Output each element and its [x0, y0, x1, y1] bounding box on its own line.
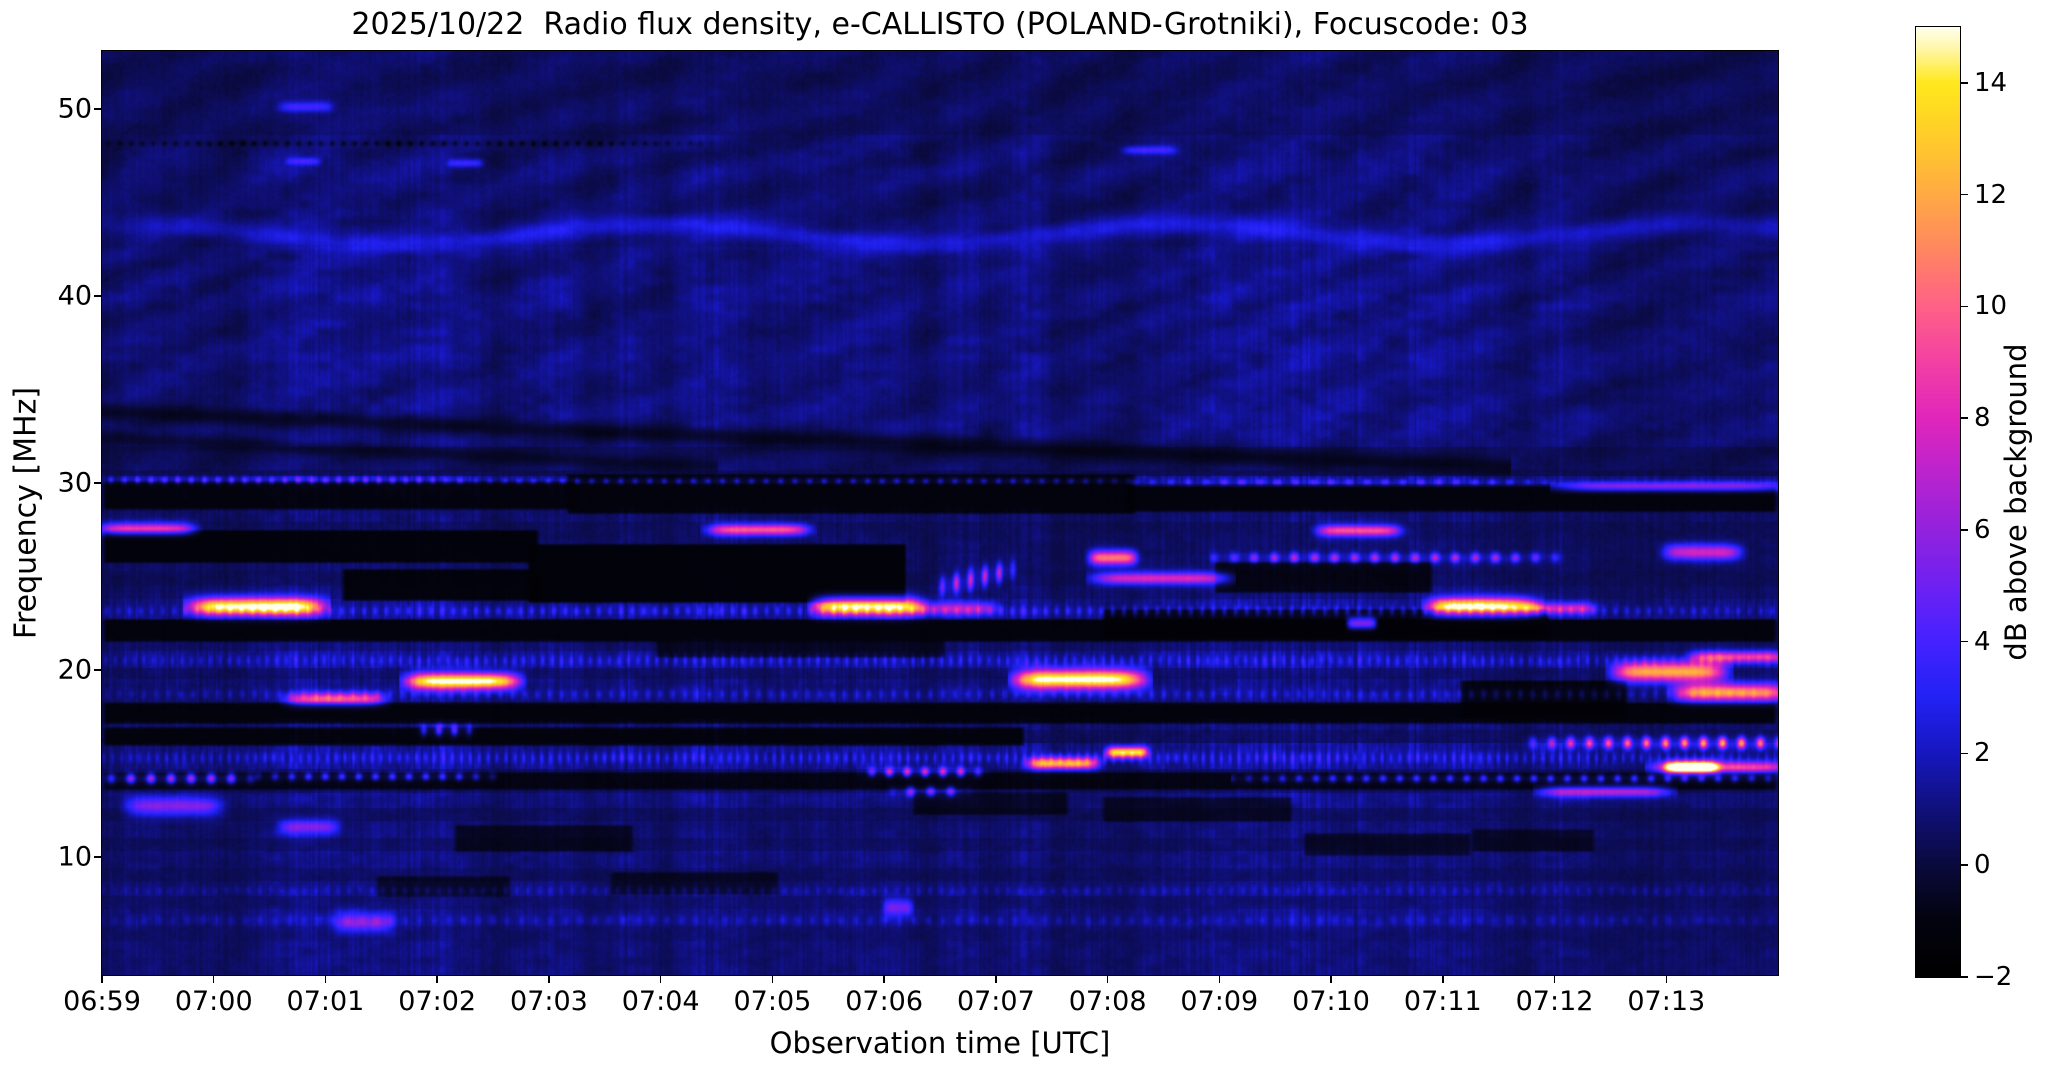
colorbar-tick-label: 2	[1974, 738, 1991, 769]
colorbar-tick-mark	[1961, 305, 1968, 308]
spectrogram-plot	[101, 50, 1779, 976]
x-tick-mark	[324, 975, 327, 983]
x-axis-label: Observation time [UTC]	[769, 1026, 1111, 1060]
x-tick-label: 07:02	[398, 986, 477, 1017]
x-tick-label: 07:06	[845, 986, 924, 1017]
x-tick-label: 07:10	[1292, 986, 1370, 1017]
colorbar-tick-label: 0	[1974, 850, 1991, 881]
colorbar-tick-label: 8	[1974, 403, 1991, 434]
x-tick-mark	[436, 975, 438, 983]
colorbar-tick-mark	[1961, 417, 1968, 419]
x-tick-label: 07:03	[510, 986, 588, 1017]
x-tick-mark	[101, 975, 103, 983]
x-tick-label: 07:05	[733, 986, 812, 1017]
colorbar	[1915, 26, 1961, 978]
colorbar-tick-mark	[1961, 82, 1968, 84]
y-tick-label: 30	[57, 467, 92, 499]
y-tick-mark	[94, 482, 102, 484]
y-tick-mark	[94, 295, 102, 297]
spectrogram-canvas	[102, 51, 1778, 975]
colorbar-tick-label: 6	[1974, 514, 1991, 545]
x-tick-label: 07:01	[286, 986, 365, 1017]
y-tick-label: 40	[57, 280, 92, 312]
y-tick-label: 10	[57, 841, 92, 873]
x-tick-label: 07:04	[621, 986, 700, 1017]
x-tick-mark	[548, 975, 550, 983]
colorbar-canvas	[1916, 27, 1960, 977]
colorbar-tick-label: −2	[1974, 962, 2013, 992]
colorbar-tick-label: 4	[1974, 626, 1991, 657]
y-tick-label: 50	[57, 93, 92, 125]
x-tick-mark	[995, 975, 997, 983]
colorbar-tick-mark	[1961, 193, 1968, 196]
x-tick-mark	[883, 975, 885, 983]
colorbar-tick-mark	[1961, 976, 1968, 978]
chart-title: 2025/10/22 Radio flux density, e-CALLIST…	[351, 7, 1529, 42]
x-tick-label: 06:59	[63, 986, 141, 1017]
colorbar-tick-label: 12	[1974, 179, 2008, 210]
x-tick-mark	[659, 975, 662, 983]
x-tick-mark	[1330, 975, 1332, 983]
y-tick-mark	[94, 108, 102, 110]
colorbar-tick-mark	[1961, 529, 1968, 531]
x-tick-label: 07:00	[174, 986, 253, 1017]
y-tick-mark	[94, 856, 102, 858]
x-tick-label: 07:11	[1403, 986, 1482, 1017]
x-tick-label: 07:07	[956, 986, 1035, 1017]
x-tick-mark	[1442, 975, 1444, 983]
y-tick-label: 20	[57, 654, 92, 686]
x-tick-mark	[1106, 975, 1109, 983]
x-tick-mark	[771, 975, 774, 983]
x-tick-label: 07:13	[1627, 986, 1706, 1017]
x-tick-label: 07:09	[1180, 986, 1259, 1017]
colorbar-tick-mark	[1961, 640, 1968, 643]
x-tick-mark	[1553, 975, 1556, 983]
colorbar-tick-label: 14	[1974, 67, 2008, 98]
x-tick-label: 07:12	[1515, 986, 1594, 1017]
x-tick-mark	[212, 975, 215, 983]
y-tick-mark	[94, 669, 102, 671]
x-tick-mark	[1665, 975, 1668, 983]
colorbar-tick-mark	[1961, 864, 1968, 866]
colorbar-tick-label: 10	[1974, 291, 2008, 322]
x-tick-label: 07:08	[1068, 986, 1147, 1017]
colorbar-tick-mark	[1961, 752, 1968, 755]
y-axis-label: Frequency [MHz]	[8, 386, 44, 640]
colorbar-label: dB above background	[1999, 343, 2033, 661]
x-tick-mark	[1218, 975, 1221, 983]
